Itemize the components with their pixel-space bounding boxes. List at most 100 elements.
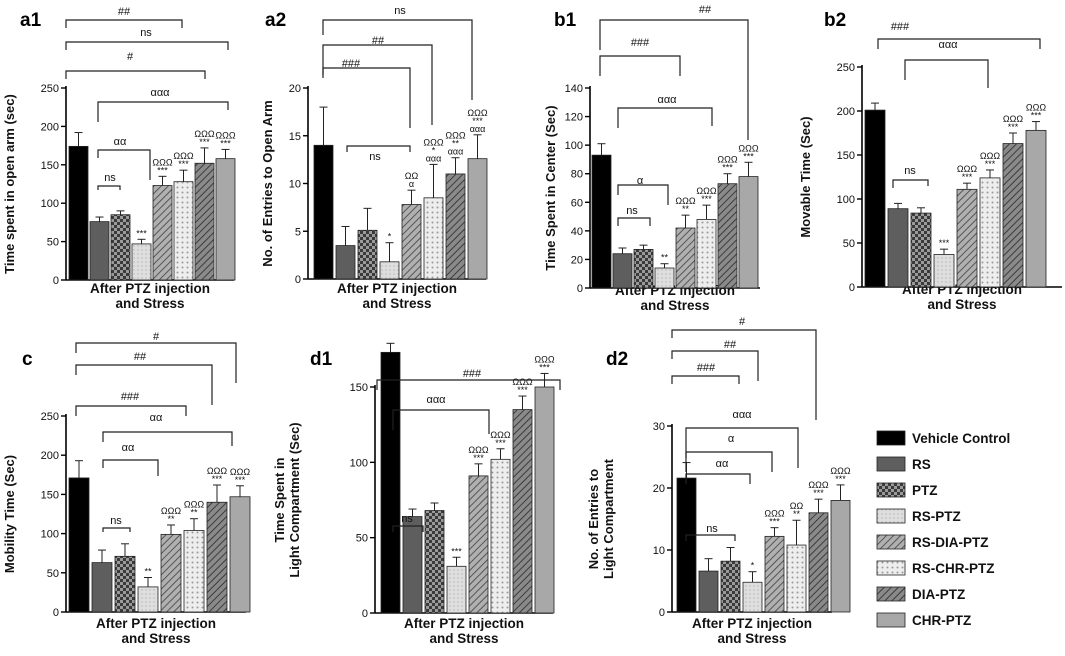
bar-rs-ptz bbox=[137, 586, 159, 613]
x-axis-title: and Stress bbox=[927, 297, 996, 312]
comparison-label: ### bbox=[463, 368, 482, 380]
x-axis-title: and Stress bbox=[121, 631, 190, 646]
comparison-label: ## bbox=[699, 4, 712, 16]
bar-rs bbox=[89, 221, 110, 281]
x-axis-title: After PTZ injection bbox=[337, 281, 457, 296]
bar-rs-chr-ptz bbox=[786, 544, 807, 613]
comparison-label: ααα bbox=[938, 39, 958, 51]
x-axis-title: After PTZ injection bbox=[90, 281, 210, 296]
bar-vehicle-control bbox=[591, 154, 612, 289]
significance-mark: * bbox=[388, 232, 392, 242]
bar-ptz bbox=[424, 510, 445, 614]
bar-rs-ptz bbox=[131, 243, 152, 281]
significance-mark: ΩΩΩ bbox=[830, 466, 850, 476]
y-tick-label: 40 bbox=[571, 226, 583, 238]
x-axis-title: After PTZ injection bbox=[404, 616, 524, 631]
legend-entry: PTZ bbox=[912, 483, 938, 498]
comparison-label: ## bbox=[724, 339, 737, 351]
panel-label: b2 bbox=[824, 10, 846, 31]
chart-panel-c: c 0 50 100 150 200 250 Mobility Time (Sec) After… bbox=[2, 331, 251, 646]
y-tick-label: 200 bbox=[41, 450, 59, 462]
comparison-bracket bbox=[877, 38, 1041, 49]
bar-vehicle-control bbox=[68, 145, 89, 281]
significance-mark: ΩΩ bbox=[405, 171, 419, 181]
significance-mark: *** bbox=[212, 474, 223, 484]
significance-mark: ** bbox=[167, 514, 175, 524]
legend-entry: RS-CHR-PTZ bbox=[912, 561, 995, 576]
panel-label: b1 bbox=[554, 10, 577, 31]
significance-mark: ΩΩΩ bbox=[764, 509, 784, 519]
bar-rs-ptz bbox=[379, 261, 400, 280]
significance-mark: ΩΩΩ bbox=[957, 164, 977, 174]
significance-mark: ΩΩΩ bbox=[467, 108, 487, 118]
comparison-bracket bbox=[904, 59, 989, 88]
comparison-label: αα bbox=[122, 442, 135, 454]
significance-mark: ΩΩΩ bbox=[173, 151, 193, 161]
significance-mark: ΩΩΩ bbox=[215, 130, 235, 140]
comparison-label: ### bbox=[342, 58, 361, 70]
comparison-label: ααα bbox=[150, 87, 170, 99]
y-tick-label: 0 bbox=[577, 283, 583, 295]
y-tick-label: 30 bbox=[653, 421, 665, 433]
comparison-bracket bbox=[685, 534, 736, 541]
significance-mark: *** bbox=[539, 362, 550, 372]
comparison-label: ns bbox=[706, 523, 718, 535]
significance-mark: ΩΩΩ bbox=[1026, 103, 1046, 113]
y-axis-title: No. of Entries to Open Arm bbox=[260, 100, 275, 266]
comparison-bracket bbox=[97, 149, 151, 180]
y-tick-label: 250 bbox=[837, 62, 855, 74]
bar-ptz bbox=[114, 555, 136, 613]
bar-rs-dia-ptz bbox=[152, 185, 173, 281]
comparison-bracket bbox=[617, 184, 669, 205]
significance-mark: ** bbox=[144, 567, 152, 577]
legend-entry: Vehicle Control bbox=[912, 431, 1010, 446]
comparison-bracket bbox=[392, 409, 490, 434]
comparison-label: ns bbox=[394, 5, 406, 17]
significance-mark: *** bbox=[235, 475, 246, 485]
y-tick-label: 100 bbox=[350, 457, 368, 469]
comparison-bracket bbox=[376, 379, 561, 390]
comparison-bracket bbox=[97, 185, 121, 190]
bar-rs bbox=[91, 562, 113, 613]
comparison-label: ## bbox=[118, 6, 131, 18]
bar-dia-ptz bbox=[206, 501, 228, 613]
x-axis-title: and Stress bbox=[115, 296, 184, 311]
y-tick-label: 250 bbox=[41, 411, 59, 423]
legend: Vehicle Control RS PTZ RS-PTZ RS-DIA-PTZ RS-C… bbox=[876, 430, 1010, 628]
comparison-label: ### bbox=[697, 362, 716, 374]
y-tick-label: 50 bbox=[843, 238, 855, 250]
y-axis-title: Time Spent in bbox=[272, 457, 287, 542]
comparison-bracket bbox=[75, 342, 237, 383]
chart-panel-d1: d1 0 50 100 150 Time Spent in Light Compartmen… bbox=[272, 342, 561, 646]
significance-mark: ΩΩΩ bbox=[696, 186, 716, 196]
significance-mark: *** bbox=[743, 151, 754, 161]
y-tick-label: 120 bbox=[565, 112, 583, 124]
bar-rs-ptz bbox=[446, 565, 467, 614]
significance-mark: *** bbox=[136, 228, 147, 238]
bar-chr-ptz bbox=[1025, 129, 1047, 288]
significance-mark: ** bbox=[661, 253, 669, 263]
y-axis-title: Time spent in open arm (sec) bbox=[2, 94, 17, 274]
bar-rs-chr-ptz bbox=[979, 177, 1001, 288]
comparison-label: ns bbox=[104, 172, 116, 184]
bar-ptz bbox=[633, 249, 654, 289]
bar-rs-chr-ptz bbox=[490, 458, 511, 614]
bar-vehicle-control bbox=[313, 144, 334, 280]
bar-chr-ptz bbox=[534, 386, 555, 614]
y-axis-title: Mobility Time (Sec) bbox=[2, 455, 17, 573]
significance-mark: *** bbox=[939, 238, 950, 248]
y-tick-label: 0 bbox=[659, 607, 665, 619]
comparison-label: ns bbox=[401, 513, 413, 525]
bar-chr-ptz bbox=[229, 496, 251, 613]
bar-rs-dia-ptz bbox=[675, 227, 696, 289]
significance-mark: *** bbox=[1031, 111, 1042, 121]
bar-dia-ptz bbox=[1002, 143, 1024, 288]
significance-mark: ΩΩΩ bbox=[738, 143, 758, 153]
bar-ptz bbox=[720, 560, 741, 613]
y-tick-label: 250 bbox=[41, 83, 59, 95]
significance-mark: ΩΩΩ bbox=[1003, 114, 1023, 124]
significance-mark: ** bbox=[793, 509, 801, 519]
